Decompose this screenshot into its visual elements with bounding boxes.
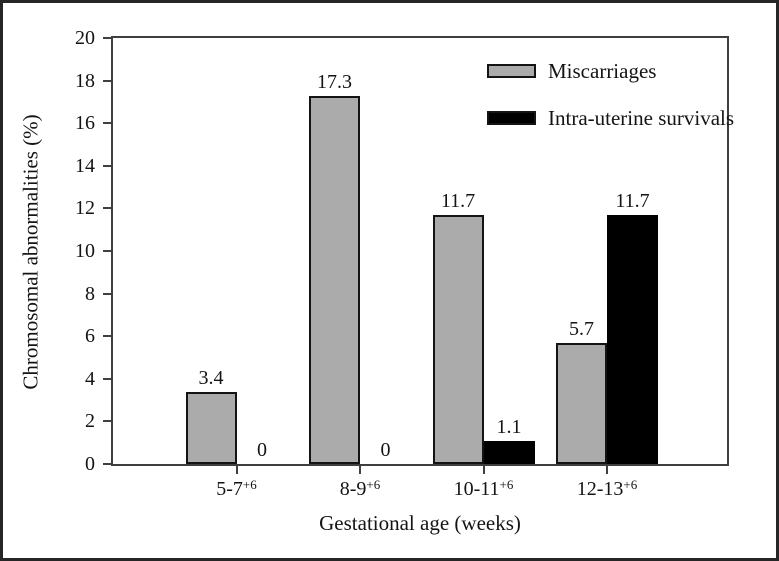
category-superscript: +6 bbox=[242, 477, 257, 492]
bar-miscarriages bbox=[432, 215, 484, 464]
y-axis-tick-label: 2 bbox=[85, 410, 95, 433]
y-axis-tick-label: 18 bbox=[75, 69, 95, 92]
y-axis-tick bbox=[103, 377, 111, 380]
y-axis-tick-label: 16 bbox=[75, 112, 95, 135]
x-axis-tick bbox=[235, 466, 238, 474]
bar-miscarriages bbox=[185, 392, 237, 464]
y-axis-tick bbox=[103, 37, 111, 39]
category-base: 5-7 bbox=[216, 478, 243, 500]
bar-miscarriages bbox=[309, 96, 360, 464]
category-superscript: +6 bbox=[623, 477, 638, 492]
y-axis-tick bbox=[103, 79, 111, 82]
bar-value-label: 0 bbox=[380, 439, 391, 461]
legend-row-intra-uterine-survivals: Intra-uterine survivals bbox=[487, 106, 734, 130]
y-axis-tick bbox=[103, 250, 111, 252]
y-axis-tick-label: 6 bbox=[85, 325, 95, 348]
category-superscript: +6 bbox=[366, 477, 381, 492]
legend-row-miscarriages: Miscarriages bbox=[487, 59, 734, 83]
legend-swatch-intra-uterine-survivals bbox=[487, 111, 536, 125]
category-base: 12-13 bbox=[576, 478, 624, 500]
y-axis-tick-label: 4 bbox=[85, 367, 95, 390]
bar-value-label: 1.1 bbox=[496, 416, 522, 438]
category-base: 10-11 bbox=[453, 478, 500, 500]
bar-value-label: 11.7 bbox=[440, 190, 476, 212]
y-axis-tick bbox=[103, 420, 111, 423]
y-axis-tick bbox=[103, 207, 111, 210]
legend-label-miscarriages: Miscarriages bbox=[548, 59, 657, 83]
y-axis-tick bbox=[103, 122, 111, 125]
x-axis-tick bbox=[359, 466, 361, 474]
legend-swatch-miscarriages bbox=[487, 64, 536, 78]
y-axis-tick bbox=[103, 335, 111, 338]
y-axis-tick bbox=[103, 164, 111, 167]
bar-value-label: 3.4 bbox=[198, 367, 224, 389]
y-axis-tick-label: 0 bbox=[85, 453, 95, 475]
x-axis-category-label: 10-11+6 bbox=[454, 477, 514, 501]
x-axis-category-label: 12-13+6 bbox=[577, 477, 638, 501]
plot-area bbox=[111, 36, 729, 466]
x-axis-category-label: 5-7+6 bbox=[216, 477, 257, 501]
bar-value-label: 5.7 bbox=[569, 318, 594, 340]
bar-value-label: 11.7 bbox=[615, 190, 650, 212]
x-axis-tick bbox=[606, 466, 608, 474]
y-axis-tick-label: 8 bbox=[85, 282, 95, 305]
legend: Miscarriages Intra-uterine survivals bbox=[487, 59, 734, 153]
category-base: 8-9 bbox=[339, 478, 367, 500]
x-axis-category-label: 8-9+6 bbox=[340, 477, 381, 501]
y-axis-title: Chromosomal abnormalities (%) bbox=[18, 114, 43, 390]
bar-intra-uterine-survivals bbox=[607, 215, 658, 464]
y-axis-tick-label: 20 bbox=[75, 27, 95, 49]
bar-value-label: 17.3 bbox=[317, 71, 352, 93]
bar-miscarriages bbox=[556, 343, 607, 464]
legend-label-intra-uterine-survivals: Intra-uterine survivals bbox=[548, 106, 735, 130]
category-superscript: +6 bbox=[499, 477, 514, 492]
bar-intra-uterine-survivals bbox=[483, 441, 535, 464]
x-axis-tick bbox=[482, 466, 485, 474]
bar-value-label: 0 bbox=[257, 439, 267, 461]
y-axis-tick-label: 12 bbox=[75, 197, 95, 220]
y-axis-tick bbox=[103, 463, 111, 465]
x-axis-title: Gestational age (weeks) bbox=[319, 511, 521, 535]
y-axis-tick-label: 14 bbox=[75, 154, 95, 177]
y-axis-tick-label: 10 bbox=[75, 240, 95, 262]
y-axis-tick bbox=[103, 292, 111, 295]
